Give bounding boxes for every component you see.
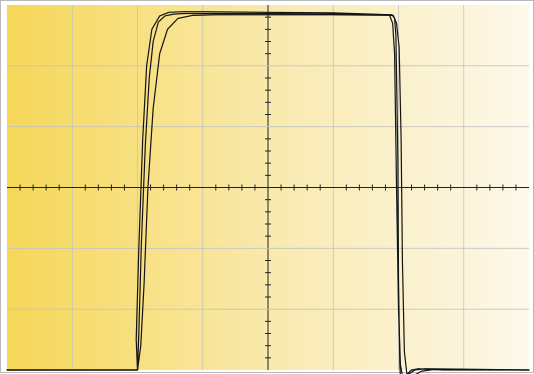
waveform-traces <box>6 11 530 374</box>
waveform-trace-2 <box>6 11 530 374</box>
graticule <box>7 5 529 370</box>
waveform-trace-3 <box>6 14 530 374</box>
graticule-minor-ticks <box>19 16 517 359</box>
